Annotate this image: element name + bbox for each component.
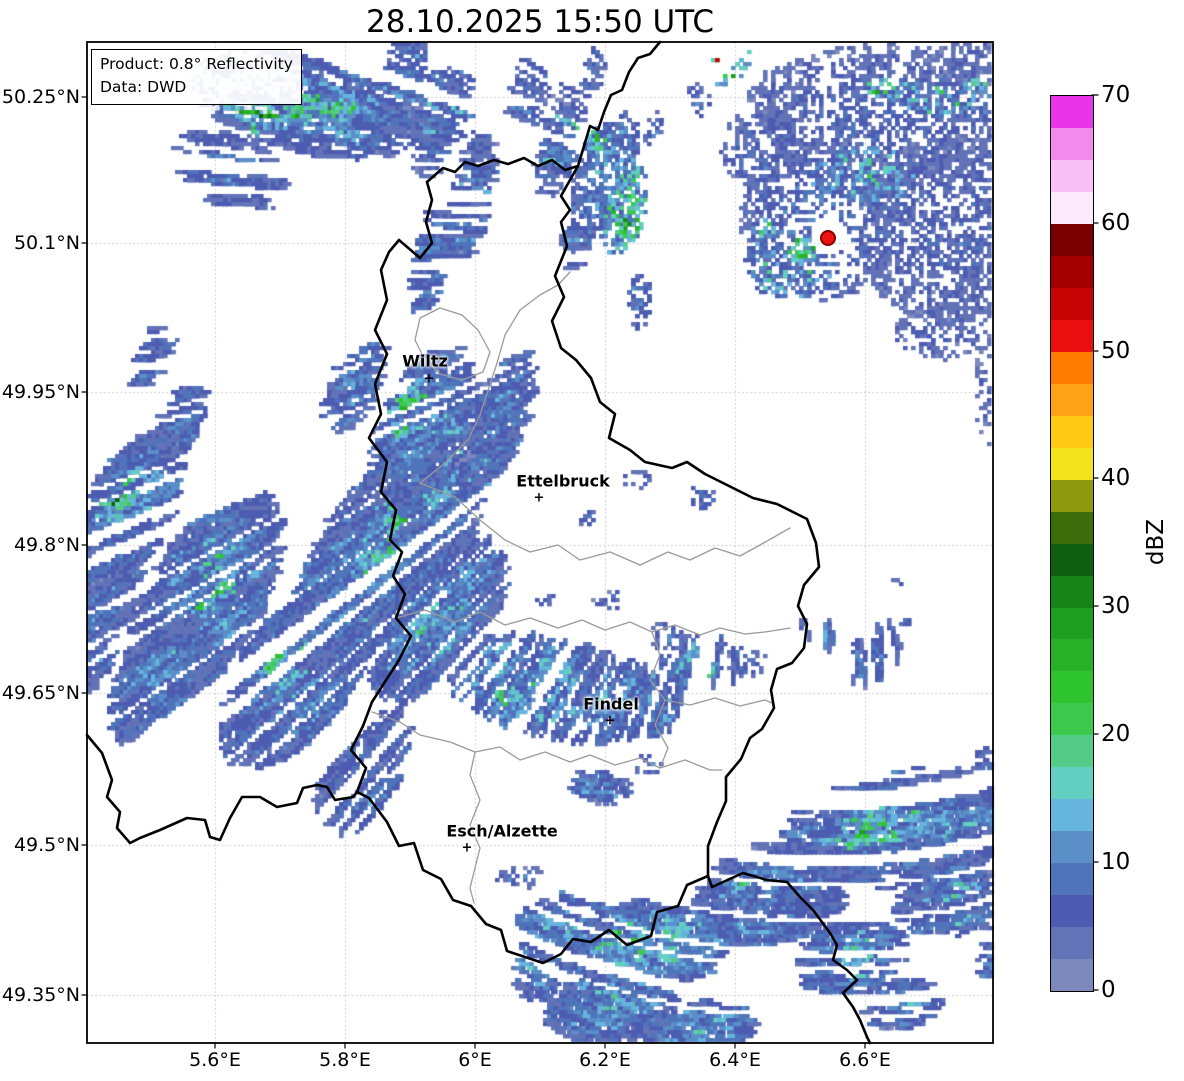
colorbar-segment	[1051, 607, 1093, 640]
colorbar-tick-label: 0	[1101, 977, 1116, 1003]
canton-border	[469, 751, 481, 904]
x-tick-label: 6.6°E	[839, 1049, 891, 1071]
colorbar-segment	[1051, 831, 1093, 864]
x-tick-label: 6.4°E	[709, 1049, 761, 1071]
colorbar-segment	[1051, 927, 1093, 960]
y-tick-label: 50.25°N	[1, 86, 80, 108]
colorbar-segment	[1051, 959, 1093, 992]
x-tick-label: 6.2°E	[579, 1049, 631, 1071]
canton-border	[419, 482, 791, 566]
city-marker: +	[423, 371, 435, 387]
colorbar-segment	[1051, 639, 1093, 672]
colorbar-segment	[1051, 191, 1093, 224]
colorbar-segment	[1051, 383, 1093, 416]
city-label: Wiltz	[402, 351, 448, 371]
city-label: Ettelbruck	[516, 471, 610, 491]
colorbar-segment	[1051, 479, 1093, 512]
colorbar-segment	[1051, 895, 1093, 928]
colorbar-tick-label: 50	[1101, 338, 1131, 364]
colorbar-segment	[1051, 799, 1093, 832]
colorbar-segment	[1051, 767, 1093, 800]
dbz-colorbar	[1050, 95, 1094, 992]
page-title: 28.10.2025 15:50 UTC	[366, 4, 714, 40]
country-border	[425, 156, 580, 184]
country-border	[349, 180, 434, 794]
colorbar-tick-label: 10	[1101, 849, 1131, 875]
map-frame	[86, 41, 994, 1044]
city-marker: +	[604, 713, 616, 729]
data-source-line: Data: DWD	[100, 78, 187, 97]
y-tick-label: 50.1°N	[13, 232, 80, 254]
product-info-box: Product: 0.8° Reflectivity Data: DWD	[91, 49, 302, 105]
colorbar-segment	[1051, 287, 1093, 320]
y-tick-label: 49.65°N	[1, 682, 80, 704]
city-label: Findel	[583, 694, 639, 714]
colorbar-segment	[1051, 447, 1093, 480]
colorbar-tick-label: 70	[1101, 82, 1131, 108]
city-marker: +	[533, 490, 545, 506]
colorbar-segment	[1051, 671, 1093, 704]
colorbar-segment	[1051, 543, 1093, 576]
radar-site-dot	[820, 230, 836, 246]
colorbar-axis-label: dBZ	[1143, 518, 1169, 566]
y-tick-label: 49.8°N	[13, 534, 80, 556]
canton-border	[664, 697, 773, 707]
colorbar-segment	[1051, 703, 1093, 736]
y-tick-label: 49.95°N	[1, 381, 80, 403]
colorbar-segment	[1051, 415, 1093, 448]
x-tick-label: 5.8°E	[319, 1049, 371, 1071]
colorbar-segment	[1051, 351, 1093, 384]
colorbar-segment	[1051, 96, 1093, 128]
x-tick-label: 6°E	[458, 1049, 492, 1071]
colorbar-tick-label: 20	[1101, 721, 1131, 747]
city-label: Esch/Alzette	[446, 821, 558, 841]
canton-border	[419, 271, 571, 484]
colorbar-segment	[1051, 127, 1093, 160]
colorbar-tick-label: 30	[1101, 593, 1131, 619]
country-border	[355, 790, 710, 965]
colorbar-segment	[1051, 223, 1093, 256]
country-border	[550, 164, 821, 878]
colorbar-segment	[1051, 159, 1093, 192]
country-border	[85, 733, 359, 845]
y-tick-label: 49.35°N	[1, 984, 80, 1006]
canton-border	[414, 307, 491, 381]
x-tick-label: 5.6°E	[189, 1049, 241, 1071]
canton-border	[371, 711, 723, 771]
product-line: Product: 0.8° Reflectivity	[100, 55, 293, 73]
canton-border	[395, 609, 791, 636]
country-border	[576, 40, 662, 168]
colorbar-segment	[1051, 255, 1093, 288]
colorbar-segment	[1051, 575, 1093, 608]
colorbar-tick-label: 60	[1101, 210, 1131, 236]
city-marker: +	[461, 840, 473, 856]
colorbar-segment	[1051, 735, 1093, 768]
colorbar-tick-label: 40	[1101, 465, 1131, 491]
y-tick-label: 49.5°N	[13, 834, 80, 856]
colorbar-segment	[1051, 863, 1093, 896]
country-border	[706, 871, 872, 1045]
colorbar-segment	[1051, 511, 1093, 544]
colorbar-segment	[1051, 319, 1093, 352]
